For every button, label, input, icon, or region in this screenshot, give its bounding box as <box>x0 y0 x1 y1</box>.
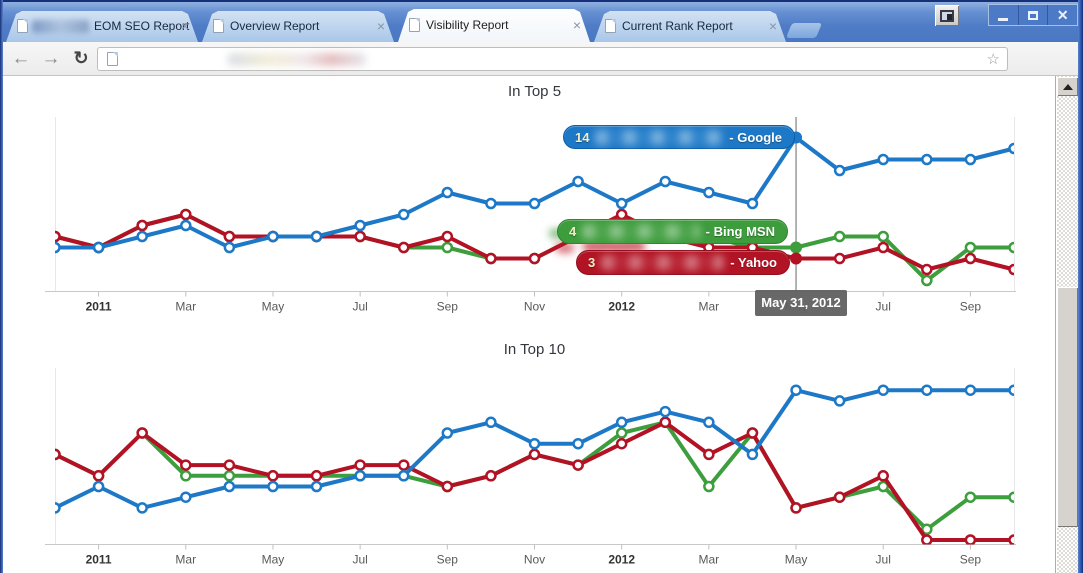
tooltip-bing-label: - Bing MSN <box>705 224 775 239</box>
page-favicon-icon <box>17 19 28 33</box>
monitor-icon <box>940 9 954 22</box>
svg-text:Jul: Jul <box>352 553 367 567</box>
svg-text:Sep: Sep <box>437 300 459 314</box>
tab-label: Overview Report <box>230 19 320 33</box>
page-favicon-icon <box>409 18 420 32</box>
tab-visibility-report[interactable]: Visibility Report × <box>398 9 590 42</box>
svg-text:Sep: Sep <box>960 300 982 314</box>
new-tab-button[interactable] <box>785 23 823 38</box>
close-icon: ✕ <box>1056 7 1069 23</box>
maximize-icon <box>1028 10 1038 20</box>
svg-text:May: May <box>262 553 285 567</box>
redacted-tab-prefix <box>32 20 89 33</box>
svg-text:2012: 2012 <box>608 553 635 567</box>
close-button[interactable]: ✕ <box>1047 5 1077 25</box>
svg-text:May: May <box>785 553 808 567</box>
tab-overview-report[interactable]: Overview Report × <box>202 11 394 42</box>
redacted-keyword <box>595 129 724 145</box>
svg-text:2012: 2012 <box>608 300 635 314</box>
scrollbar-thumb[interactable] <box>1057 287 1078 527</box>
window-border-left <box>0 0 3 573</box>
tab-close-icon[interactable]: × <box>572 17 581 33</box>
top10-chart-title: In Top 10 <box>503 341 566 358</box>
reload-button[interactable]: ↻ <box>73 48 89 68</box>
vertical-scrollbar[interactable] <box>1057 76 1078 573</box>
tab-close-icon[interactable]: × <box>376 18 385 34</box>
svg-text:Mar: Mar <box>699 300 720 314</box>
svg-text:Jul: Jul <box>876 300 891 314</box>
tab-label: EOM SEO Report <box>94 19 190 33</box>
window-border-right <box>1078 0 1083 573</box>
forward-button[interactable]: → <box>41 48 61 69</box>
tooltip-date: May 31, 2012 <box>755 290 847 316</box>
page-favicon-icon <box>605 19 616 33</box>
minimize-button[interactable] <box>989 5 1018 25</box>
window-controls: ✕ <box>988 4 1078 26</box>
svg-text:Sep: Sep <box>960 553 982 567</box>
tab-close-icon[interactable]: × <box>180 18 189 34</box>
redacted-smudge <box>556 243 574 253</box>
tab-label: Visibility Report <box>426 18 509 32</box>
tooltip-yahoo-value: 3 <box>588 255 596 270</box>
svg-text:Nov: Nov <box>524 553 545 567</box>
tab-eom-seo-report[interactable]: EOM SEO Report × <box>6 11 198 42</box>
svg-text:May: May <box>262 300 285 314</box>
svg-text:2011: 2011 <box>86 300 112 314</box>
top5-chart-title: In Top 5 <box>507 83 562 100</box>
browser-toolbar: ← → ↻ ☆ <box>0 42 1083 76</box>
svg-text:Mar: Mar <box>175 553 196 567</box>
page-favicon-icon <box>213 19 224 33</box>
svg-text:Mar: Mar <box>175 300 196 314</box>
tab-close-icon[interactable]: × <box>768 18 777 34</box>
svg-text:Jul: Jul <box>352 300 367 314</box>
redacted-url <box>228 53 366 66</box>
maximize-button[interactable] <box>1017 5 1048 25</box>
page-icon <box>107 52 118 66</box>
scroll-up-button[interactable] <box>1057 77 1078 96</box>
minimize-icon <box>998 18 1009 21</box>
redacted-keyword <box>601 255 725 270</box>
back-button[interactable]: ← <box>11 48 31 69</box>
visibility-charts[interactable]: 2011 Mar May Jul Sep Nov 2012 Mar May Jul Sep 2011 M… <box>0 76 1083 573</box>
tab-label: Current Rank Report <box>622 19 733 33</box>
redacted-smudge <box>583 241 645 252</box>
tooltip-google: 14 - Google <box>563 125 795 149</box>
svg-text:Nov: Nov <box>524 300 545 314</box>
address-bar[interactable]: ☆ <box>97 47 1008 71</box>
tooltip-bing: 4 - Bing MSN <box>557 219 788 244</box>
tab-current-rank-report[interactable]: Current Rank Report × <box>594 11 786 42</box>
svg-text:Sep: Sep <box>437 553 459 567</box>
tooltip-bing-value: 4 <box>569 224 577 239</box>
redacted-keyword <box>582 224 700 239</box>
svg-text:Jul: Jul <box>876 553 891 567</box>
display-tray-button[interactable] <box>935 5 959 26</box>
tooltip-yahoo: 3 - Yahoo <box>576 250 790 275</box>
tooltip-google-value: 14 <box>575 129 590 145</box>
svg-text:2011: 2011 <box>86 553 112 567</box>
tooltip-yahoo-label: - Yahoo <box>730 255 777 270</box>
svg-text:Mar: Mar <box>699 553 720 567</box>
bookmark-star-icon[interactable]: ☆ <box>986 51 1000 68</box>
tooltip-google-label: - Google <box>729 129 782 145</box>
